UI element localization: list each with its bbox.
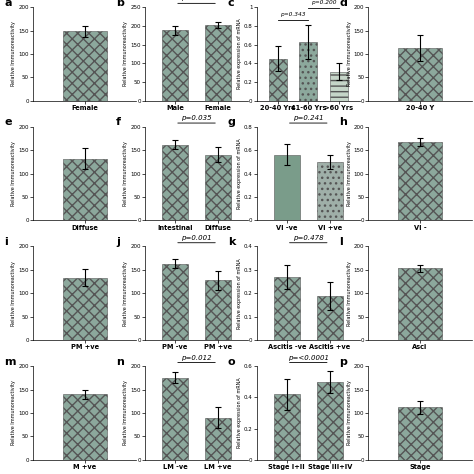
Text: p=0.985: p=0.985 [181, 0, 212, 1]
Bar [329, 72, 348, 101]
Bar [274, 394, 300, 460]
Bar [274, 155, 300, 220]
Bar [398, 407, 442, 460]
Text: g: g [228, 118, 236, 128]
Bar [269, 59, 287, 101]
Bar [205, 155, 231, 220]
Text: p=0.343: p=0.343 [280, 12, 306, 18]
Bar [205, 25, 231, 101]
Y-axis label: Relative Immunoreactivity: Relative Immunoreactivity [346, 141, 352, 206]
Text: p=<0.0001: p=<0.0001 [288, 355, 329, 361]
Y-axis label: Relative Immunoreactivity: Relative Immunoreactivity [123, 21, 128, 86]
Text: a: a [4, 0, 12, 8]
Bar [63, 278, 107, 340]
Y-axis label: Relative Immunoreactivity: Relative Immunoreactivity [11, 261, 17, 326]
Text: m: m [4, 357, 16, 367]
Y-axis label: Relative expression of mRNA: Relative expression of mRNA [237, 378, 242, 448]
Text: p=0.241: p=0.241 [293, 115, 324, 121]
Text: e: e [4, 118, 12, 128]
Y-axis label: Relative Immunoreactivity: Relative Immunoreactivity [11, 381, 17, 446]
Text: p=0.001: p=0.001 [181, 235, 212, 241]
Text: j: j [116, 237, 120, 247]
Bar [162, 264, 188, 340]
Bar [317, 296, 343, 340]
Bar [63, 159, 107, 220]
Text: o: o [228, 357, 236, 367]
Text: i: i [4, 237, 8, 247]
Y-axis label: Relative Immunoreactivity: Relative Immunoreactivity [346, 381, 352, 446]
Text: h: h [339, 118, 347, 128]
Bar [162, 30, 188, 101]
Bar [317, 382, 343, 460]
Bar [299, 42, 318, 101]
Text: f: f [116, 118, 121, 128]
Text: p: p [339, 357, 347, 367]
Bar [398, 48, 442, 101]
Bar [63, 31, 107, 101]
Bar [205, 280, 231, 340]
Y-axis label: Relative Immunoreactivity: Relative Immunoreactivity [11, 21, 17, 86]
Text: p=0.478: p=0.478 [293, 235, 324, 241]
Text: l: l [339, 237, 343, 247]
Y-axis label: Relative Immunoreactivity: Relative Immunoreactivity [123, 141, 128, 206]
Y-axis label: Relative Immunoreactivity: Relative Immunoreactivity [123, 261, 128, 326]
Y-axis label: Relative expression of mRNA: Relative expression of mRNA [237, 258, 242, 328]
Bar [162, 378, 188, 460]
Y-axis label: Relative Immunoreactivity: Relative Immunoreactivity [11, 141, 17, 206]
Bar [63, 394, 107, 460]
Bar [398, 142, 442, 220]
Text: p=0.035: p=0.035 [181, 115, 212, 121]
Bar [205, 418, 231, 460]
Text: b: b [116, 0, 124, 8]
Y-axis label: Relative expression of mRNA: Relative expression of mRNA [237, 18, 242, 89]
Bar [317, 162, 343, 220]
Text: p=0.200: p=0.200 [310, 0, 336, 5]
Bar [398, 268, 442, 340]
Text: p=0.012: p=0.012 [181, 355, 212, 361]
Text: d: d [339, 0, 347, 8]
Y-axis label: Relative Immunoreactivity: Relative Immunoreactivity [346, 21, 352, 86]
Bar [162, 145, 188, 220]
Text: c: c [228, 0, 235, 8]
Text: k: k [228, 237, 235, 247]
Y-axis label: Relative Immunoreactivity: Relative Immunoreactivity [123, 381, 128, 446]
Text: n: n [116, 357, 124, 367]
Y-axis label: Relative Immunoreactivity: Relative Immunoreactivity [346, 261, 352, 326]
Y-axis label: Relative expression of mRNA: Relative expression of mRNA [237, 138, 242, 209]
Bar [274, 277, 300, 340]
